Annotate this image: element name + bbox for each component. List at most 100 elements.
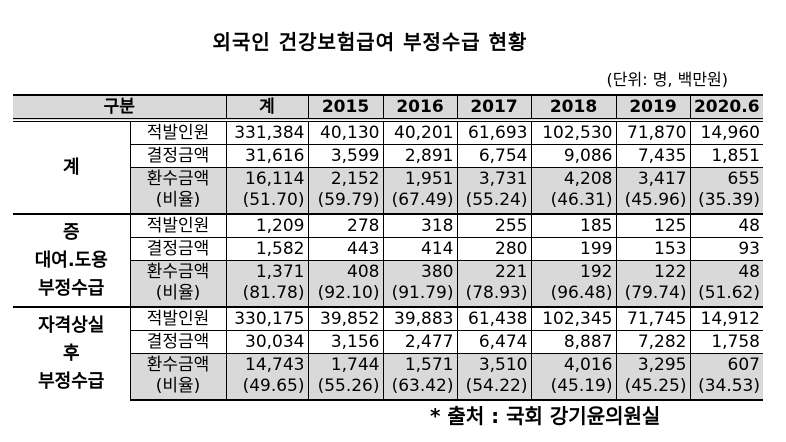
value-cell: 6,754 <box>456 144 531 168</box>
unit-label: (단위: 명, 백만원) <box>606 70 728 89</box>
value-cell: 2,891 <box>382 144 457 168</box>
value: 14,912 <box>700 309 760 329</box>
value: 4,208 <box>563 169 613 189</box>
value-cell: 331,384 <box>225 119 308 145</box>
value: 221 <box>495 262 528 282</box>
value: 4,016 <box>563 355 613 375</box>
table-row: 자격상실 후 부정수급 적발인원 330,175 39,852 39,883 61,438 10… <box>13 306 763 400</box>
row-label-text: 환수금액 <box>146 355 210 375</box>
value: 280 <box>495 239 528 259</box>
ratio: (79.74) <box>624 283 687 303</box>
value-cell: 3,510 (54.22) <box>456 353 531 401</box>
group-label-line: 대여.도용 <box>34 249 108 271</box>
ratio: (35.39) <box>698 190 760 210</box>
value-cell: 48 <box>689 213 763 238</box>
value: 443 <box>347 239 380 259</box>
value: 1,571 <box>404 355 454 375</box>
value-cell: 1,744 (55.26) <box>307 353 383 401</box>
value: 3,731 <box>478 169 528 189</box>
group-label-line: 자격상실 <box>38 315 105 336</box>
row-label: 적발인원 <box>129 119 226 145</box>
ratio: (91.79) <box>391 283 454 303</box>
value-cell: 199 <box>530 237 616 261</box>
value-cell: 3,731 (55.24) <box>456 167 531 214</box>
row-label-ratio: (비율) <box>155 283 201 303</box>
value-cell: 40,201 <box>382 119 457 145</box>
value: 1,209 <box>255 216 305 236</box>
value: 48 <box>738 216 760 236</box>
value: 331,384 <box>234 123 305 143</box>
value-cell: 3,599 <box>307 144 383 168</box>
value: 278 <box>347 216 380 236</box>
value: 122 <box>654 262 687 282</box>
value: 1,582 <box>255 239 305 259</box>
ratio: (45.25) <box>624 376 687 396</box>
row-label: 환수금액 (비율) <box>129 167 226 214</box>
value-cell: 1,209 <box>225 213 308 238</box>
value: 39,852 <box>320 309 380 329</box>
header-row: 구분 계 2015 2016 2017 2018 2019 2020.6 <box>13 94 763 122</box>
value: 255 <box>495 216 528 236</box>
value-cell: 3,295 (45.25) <box>615 353 690 401</box>
value-cell: 221 (78.93) <box>456 260 531 307</box>
value-cell: 380 (91.79) <box>382 260 457 307</box>
ratio: (34.53) <box>698 376 760 396</box>
table-row: 환수금액 (비율) 14,743 (49.65) 1,744 (55.26) 1,571 (6… <box>13 353 763 401</box>
row-label: 환수금액 (비율) <box>129 353 226 401</box>
row-label: 적발인원 <box>129 213 226 238</box>
value-cell: 14,743 (49.65) <box>225 353 308 401</box>
value-cell: 1,951 (67.49) <box>382 167 457 214</box>
value: 40,130 <box>320 123 380 143</box>
value-cell: 9,086 <box>530 144 616 168</box>
value-cell: 153 <box>615 237 690 261</box>
row-label-text: 결정금액 <box>146 332 210 352</box>
ratio: (49.65) <box>242 376 305 396</box>
row-label-text: 환수금액 <box>146 262 210 282</box>
value: 655 <box>727 169 760 189</box>
value: 48 <box>738 262 760 282</box>
header-year: 2016 <box>382 94 457 122</box>
row-label: 결정금액 <box>129 144 226 168</box>
table-row: 증 대여.도용 부정수급 적발인원 1,209 278 318 255 185 125 48 <box>13 213 763 307</box>
value: 153 <box>654 239 687 259</box>
ratio: (54.22) <box>465 376 528 396</box>
value: 31,616 <box>245 146 305 166</box>
row-label: 적발인원 <box>129 306 226 331</box>
ratio: (45.96) <box>624 190 687 210</box>
row-label-text: 적발인원 <box>146 216 210 236</box>
ratio: (51.62) <box>698 283 760 303</box>
group-label: 계 <box>13 119 130 214</box>
table-row: 결정금액 31,616 3,599 2,891 6,754 9,086 7,435 1,851 <box>13 144 763 168</box>
group-label-line: 후 <box>62 343 80 364</box>
value: 39,883 <box>394 309 454 329</box>
group-label-line: 계 <box>62 156 80 178</box>
row-label-text: 적발인원 <box>146 123 210 143</box>
value: 9,086 <box>563 146 613 166</box>
group-label: 증 대여.도용 부정수급 <box>13 213 130 307</box>
value-cell: 1,758 <box>689 330 763 354</box>
value-cell: 30,034 <box>225 330 308 354</box>
value-cell: 7,435 <box>615 144 690 168</box>
table-row: 계 적발인원 331,384 40,130 40,201 61,693 102,530 71,… <box>13 119 763 214</box>
value: 330,175 <box>234 309 305 329</box>
value: 102,345 <box>542 309 613 329</box>
value: 14,960 <box>700 123 760 143</box>
value: 408 <box>347 262 380 282</box>
table-row: 환수금액 (비율) 16,114 (51.70) 2,152 (59.79) 1,951 (6… <box>13 167 763 214</box>
source-note: * 출처 : 국회 강기윤의원실 <box>430 404 661 428</box>
value: 14,743 <box>245 355 305 375</box>
value: 1,951 <box>404 169 454 189</box>
value: 1,371 <box>255 262 305 282</box>
value-cell: 4,016 (45.19) <box>530 353 616 401</box>
header-year: 2020.6 <box>689 94 763 122</box>
value-cell: 61,693 <box>456 119 531 145</box>
value: 1,851 <box>711 146 760 166</box>
value-cell: 185 <box>530 213 616 238</box>
row-label-text: 환수금액 <box>146 169 210 189</box>
value-cell: 93 <box>689 237 763 261</box>
ratio: (55.26) <box>317 376 380 396</box>
value: 71,870 <box>627 123 687 143</box>
value-cell: 48 (51.62) <box>689 260 763 307</box>
value-cell: 4,208 (46.31) <box>530 167 616 214</box>
value: 71,745 <box>627 309 687 329</box>
